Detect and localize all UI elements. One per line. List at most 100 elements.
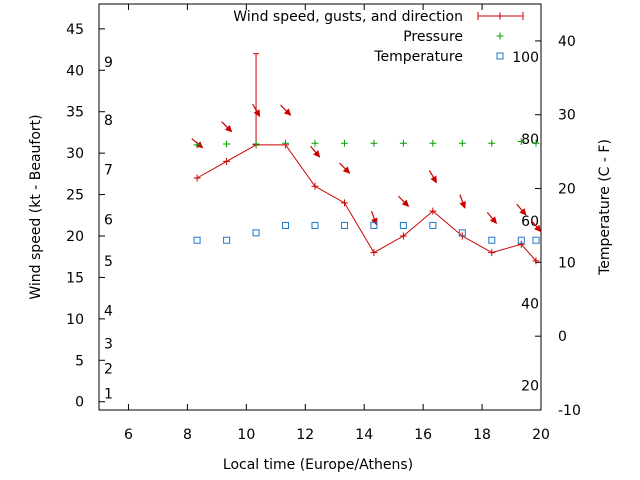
y-tick-label: 20 <box>66 229 84 245</box>
wind-point <box>517 240 525 248</box>
temperature-point <box>340 221 348 229</box>
y-tick-label: 30 <box>66 146 84 162</box>
legend-label-temperature: Temperature <box>373 49 463 65</box>
pressure-point <box>429 139 437 147</box>
beaufort-label: 9 <box>104 55 113 71</box>
pressure-point <box>340 139 348 147</box>
y-tick-label: 40 <box>66 63 84 79</box>
x-tick-label: 12 <box>296 427 314 443</box>
wind-arrow-head <box>430 175 437 184</box>
fahrenheit-label: 60 <box>521 214 539 230</box>
temperature-point <box>193 236 201 244</box>
y2-tick-label: 30 <box>558 108 576 124</box>
beaufort-label: 8 <box>104 113 113 129</box>
y2-tick-label: 0 <box>558 329 567 345</box>
x-tick-label: 8 <box>183 427 192 443</box>
pressure-point <box>311 139 319 147</box>
pressure-point <box>399 139 407 147</box>
wind-arrow-head <box>534 224 542 233</box>
wind-arrow-head <box>371 217 378 226</box>
pressure-point <box>252 140 260 148</box>
pressure-point <box>370 139 378 147</box>
temperature-point <box>399 221 407 229</box>
y-tick-label: 5 <box>75 353 84 369</box>
temperature-point <box>223 236 231 244</box>
pressure-point <box>223 140 231 148</box>
y-tick-label: 10 <box>66 312 84 328</box>
pressure-point <box>532 139 540 147</box>
beaufort-scale: 1 2 3 4 5 6 7 8 9 <box>104 55 113 402</box>
fahrenheit-label: 20 <box>521 379 539 395</box>
plot-frame <box>98 3 542 411</box>
x-tick-label: 18 <box>473 427 491 443</box>
legend-swatch-wind-point <box>496 12 504 20</box>
beaufort-label: 4 <box>104 304 113 320</box>
wind-point <box>532 257 540 265</box>
x-tick-label: 14 <box>355 427 373 443</box>
temperature-point <box>458 229 466 237</box>
temperature-series <box>193 221 540 244</box>
y-tick-label: 45 <box>66 22 84 38</box>
y2-tick-label: 20 <box>558 182 576 198</box>
wind-arrow-head <box>401 199 410 207</box>
pressure-point <box>517 138 525 146</box>
beaufort-label: 5 <box>104 254 113 270</box>
y-tick-label: 35 <box>66 105 84 121</box>
pressure-point <box>282 139 290 147</box>
y2-axis-ticks: -10 0 10 20 30 40 <box>535 34 581 419</box>
wind-point <box>429 207 437 215</box>
wind-arrow-head <box>342 166 351 174</box>
beaufort-label: 3 <box>104 337 113 353</box>
legend-label-pressure: Pressure <box>403 29 463 45</box>
wind-line <box>196 144 537 262</box>
y2-tick-label: 40 <box>558 34 576 50</box>
legend-swatch-pressure <box>496 32 504 40</box>
wind-point <box>311 182 319 190</box>
y2-tick-label: 10 <box>558 255 576 271</box>
wind-arrow-head <box>313 150 321 158</box>
pressure-point <box>488 139 496 147</box>
fahrenheit-label: 40 <box>521 297 539 313</box>
beaufort-label: 2 <box>104 362 113 378</box>
beaufort-label: 1 <box>104 386 113 402</box>
legend-swatch-temperature <box>496 52 504 60</box>
fahrenheit-label: 80 <box>521 132 539 148</box>
wind-point <box>193 174 201 182</box>
beaufort-label: 6 <box>104 212 113 228</box>
fahrenheit-scale: 20 40 60 80 100 <box>512 50 539 394</box>
x-tick-label: 6 <box>124 427 133 443</box>
y-axis-ticks: 0 5 10 15 20 25 30 35 40 45 <box>66 22 105 411</box>
wind-arrow-head <box>253 109 261 118</box>
beaufort-label: 7 <box>104 163 113 179</box>
temperature-point <box>252 229 260 237</box>
temperature-point <box>282 221 290 229</box>
wind-arrow-head <box>519 208 527 216</box>
temperature-point <box>532 236 540 244</box>
legend-swatches <box>477 12 524 60</box>
x-axis-ticks: 6 8 10 12 14 16 18 20 <box>124 4 550 443</box>
fahrenheit-label: 100 <box>512 50 539 66</box>
pressure-series <box>193 138 540 149</box>
wind-point <box>370 249 378 257</box>
wind-arrow-head <box>459 201 466 209</box>
wind-arrow-head <box>224 124 233 133</box>
legend-label-wind: Wind speed, gusts, and direction <box>233 9 463 25</box>
wind-arrow-head <box>283 108 292 116</box>
y-tick-label: 25 <box>66 188 84 204</box>
y-tick-label: 15 <box>66 270 84 286</box>
pressure-point <box>193 141 201 149</box>
y-axis-label: Wind speed (kt - Beaufort) <box>28 114 44 299</box>
x-tick-label: 10 <box>237 427 255 443</box>
y2-tick-label: -10 <box>558 403 581 419</box>
wind-point <box>399 232 407 240</box>
wind-point <box>488 249 496 257</box>
y2-axis-label: Temperature (C - F) <box>597 139 613 276</box>
temperature-point <box>429 221 437 229</box>
y-tick-label: 0 <box>75 395 84 411</box>
wind-direction-arrows <box>191 103 542 233</box>
wind-point <box>223 157 231 165</box>
x-tick-label: 16 <box>414 427 432 443</box>
wind-series <box>193 53 540 265</box>
temperature-point <box>311 221 319 229</box>
